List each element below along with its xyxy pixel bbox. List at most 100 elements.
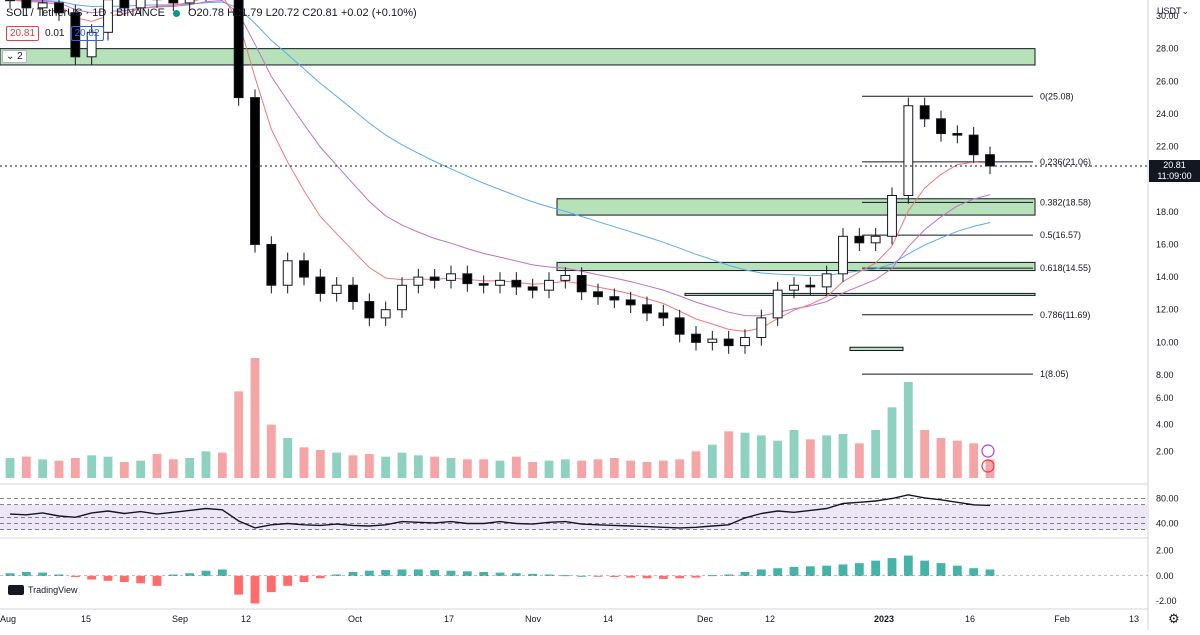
- candle-body[interactable]: [691, 333, 701, 343]
- candle-body[interactable]: [266, 243, 277, 286]
- candle-body[interactable]: [21, 0, 32, 9]
- tradingview-logo[interactable]: TradingView: [8, 585, 78, 595]
- candle-body[interactable]: [446, 273, 456, 281]
- support-zone[interactable]: [0, 48, 1036, 66]
- support-zone[interactable]: [849, 346, 904, 352]
- macd-histogram-bar: [544, 574, 554, 576]
- support-zone[interactable]: [556, 198, 1036, 216]
- candle-body[interactable]: [772, 289, 783, 319]
- buy-price-button[interactable]: 20.82: [70, 26, 104, 41]
- candle-body[interactable]: [103, 0, 113, 33]
- lightning-icon[interactable]: [981, 444, 995, 458]
- candle-body[interactable]: [789, 284, 799, 291]
- macd-histogram-bar: [511, 573, 521, 576]
- fibonacci-retracement[interactable]: 0(25.08) 0.236(21.06) 0.382(18.58) 0.5(16.5…: [862, 91, 1091, 379]
- candle-body[interactable]: [936, 118, 946, 134]
- volume-bar: [773, 440, 783, 478]
- candle-body[interactable]: [740, 336, 750, 347]
- volume-indicator-icons[interactable]: [981, 444, 995, 473]
- candle-body[interactable]: [380, 309, 391, 319]
- candle-body[interactable]: [560, 274, 571, 281]
- currency-selector[interactable]: USDT⌄: [1157, 6, 1190, 16]
- candle-body[interactable]: [593, 291, 603, 298]
- candle-body[interactable]: [495, 279, 505, 286]
- volume-bar: [152, 454, 162, 478]
- candle-body[interactable]: [37, 2, 48, 9]
- candle-body[interactable]: [462, 273, 473, 285]
- candle-body[interactable]: [413, 276, 424, 286]
- candle-body[interactable]: [364, 301, 375, 319]
- candle-body[interactable]: [119, 0, 130, 9]
- volume-bar: [430, 456, 440, 478]
- volume-bar: [21, 456, 31, 478]
- volume-bar: [5, 458, 15, 478]
- time-axis[interactable]: Aug 15 Sep 12 Oct 17 Nov 14 Dec 12 2023 16 Feb 13: [0, 614, 1139, 624]
- candle-body[interactable]: [184, 0, 195, 4]
- candle-body[interactable]: [135, 0, 146, 9]
- volume-bar: [642, 462, 652, 478]
- support-zone[interactable]: [684, 292, 1036, 296]
- indicator-toggle[interactable]: ⌄ 2: [2, 50, 27, 63]
- candle-body[interactable]: [707, 338, 718, 343]
- candle-body[interactable]: [478, 283, 489, 286]
- candle-body[interactable]: [576, 274, 587, 293]
- candle-body[interactable]: [331, 284, 342, 294]
- rsi-line[interactable]: [9, 494, 991, 529]
- candle-body[interactable]: [544, 279, 554, 291]
- candle-body[interactable]: [282, 260, 293, 286]
- volume-bar: [985, 459, 995, 478]
- candle-body[interactable]: [919, 105, 930, 120]
- sell-price-button[interactable]: 20.81: [6, 26, 40, 41]
- candle-body[interactable]: [952, 132, 963, 136]
- candle-body[interactable]: [642, 304, 652, 314]
- candle-body[interactable]: [315, 276, 326, 294]
- candle-body[interactable]: [903, 105, 914, 196]
- candle-body[interactable]: [511, 279, 522, 288]
- candle-body[interactable]: [527, 286, 538, 291]
- candle-body[interactable]: [609, 296, 620, 301]
- candle-body[interactable]: [805, 284, 816, 288]
- candle-body[interactable]: [5, 0, 15, 2]
- price-axis[interactable]: 30.0028.0026.0024.0022.0020.0018.0016.00…: [1156, 11, 1179, 606]
- volume-bar: [54, 460, 64, 478]
- earnings-icon[interactable]: [981, 459, 995, 473]
- candle-body[interactable]: [54, 2, 64, 14]
- symbol-title[interactable]: SOL / TetherUS · 1D · BINANCE: [6, 7, 165, 19]
- candle-body[interactable]: [625, 299, 636, 306]
- quote-box[interactable]: 20.81 0.01 20.82: [6, 26, 104, 41]
- candle-body[interactable]: [968, 134, 979, 156]
- candle-body[interactable]: [723, 338, 734, 347]
- rsi-pane[interactable]: [0, 494, 1148, 531]
- time-tick-label: 13: [1129, 614, 1139, 624]
- candle-body[interactable]: [854, 235, 865, 244]
- candle-body[interactable]: [299, 260, 309, 278]
- candle-body[interactable]: [168, 0, 179, 4]
- candle-body[interactable]: [429, 276, 440, 281]
- currency-label: USDT: [1157, 6, 1182, 16]
- gear-icon[interactable]: ⚙: [1168, 611, 1180, 626]
- time-tick-label: Dec: [697, 614, 714, 624]
- candle-body[interactable]: [821, 273, 832, 288]
- candle-body[interactable]: [250, 97, 260, 245]
- candle-body[interactable]: [397, 284, 407, 311]
- volume-bar: [920, 430, 930, 478]
- candle-body[interactable]: [870, 235, 881, 244]
- candle-body[interactable]: [658, 312, 669, 319]
- support-zone[interactable]: [556, 261, 1036, 272]
- candle-body[interactable]: [233, 0, 244, 99]
- volume-bar: [462, 459, 472, 478]
- symbol-header[interactable]: SOL / TetherUS · 1D · BINANCE O20.78 H21…: [6, 7, 417, 19]
- candle-body[interactable]: [348, 284, 358, 303]
- candle-body[interactable]: [86, 31, 97, 58]
- candlestick-series[interactable]: [5, 0, 995, 354]
- macd-histogram-bar: [462, 571, 472, 576]
- macd-pane[interactable]: [0, 555, 1148, 604]
- candle-body[interactable]: [985, 154, 995, 167]
- candle-body[interactable]: [887, 195, 897, 237]
- candle-body[interactable]: [756, 317, 767, 338]
- candle-body[interactable]: [674, 317, 685, 335]
- macd-histogram-bar: [38, 572, 48, 576]
- candle-body[interactable]: [838, 235, 848, 275]
